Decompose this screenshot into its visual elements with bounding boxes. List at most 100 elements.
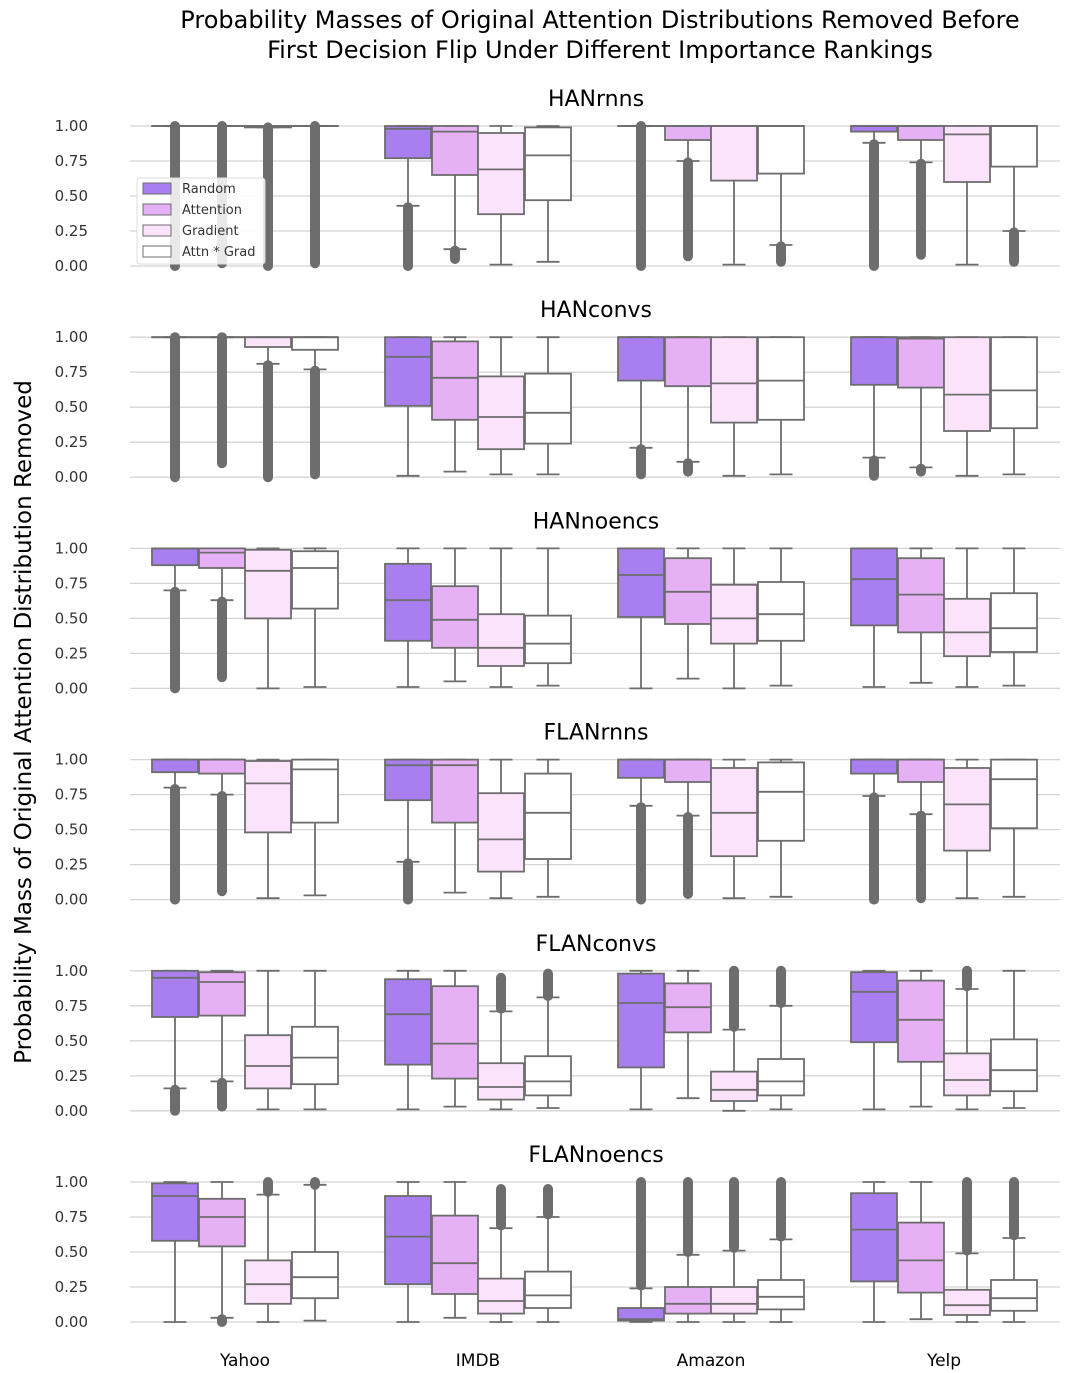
y-tick-label: 0.00 <box>55 891 88 909</box>
y-tick-label: 1.00 <box>55 539 88 557</box>
box-attention-amazon <box>664 758 712 899</box>
panels: HANrnns 0.00 0.25 0.50 0.75 1.00 HANconvs 0.00 0… <box>55 87 1060 1331</box>
box-random-yelp <box>850 547 898 688</box>
y-tick-label: 0.50 <box>55 609 88 627</box>
box-random-yahoo <box>151 1181 199 1323</box>
box-attention-yelp <box>897 969 945 1108</box>
box-random-yelp <box>850 125 898 271</box>
box-body <box>244 548 292 620</box>
box-gradient-amazon <box>710 336 758 477</box>
box-gradient-yelp <box>943 125 991 266</box>
box-attn-grad-amazon <box>757 1177 805 1323</box>
box-random-yahoo <box>151 547 199 694</box>
legend-swatch <box>142 245 172 258</box>
box-body <box>244 1034 292 1090</box>
box-body <box>897 125 945 141</box>
y-tick-label: 0.00 <box>55 679 88 697</box>
box-body <box>943 1052 991 1097</box>
box-body <box>151 758 199 774</box>
box-body <box>291 1251 339 1300</box>
box-attn-grad-amazon <box>757 336 805 476</box>
outlier-band <box>217 1077 227 1112</box>
panel-HANconvs: HANconvs 0.00 0.25 0.50 0.75 1.00 <box>55 298 1060 486</box>
outlier-band <box>636 1177 646 1291</box>
box-random-yahoo <box>151 332 199 483</box>
box-gradient-imdb <box>477 336 525 476</box>
box-attn-grad-amazon <box>757 965 805 1111</box>
box-gradient-yelp <box>943 758 991 900</box>
legend-swatch <box>142 182 172 195</box>
box-attention-yahoo <box>198 332 246 469</box>
y-tick-label: 1.00 <box>55 962 88 980</box>
box-body <box>477 613 525 667</box>
outlier-band <box>170 586 180 694</box>
outlier-band <box>636 444 646 480</box>
box-body <box>431 125 479 176</box>
box-attn-grad-yelp <box>990 1177 1038 1323</box>
panel-title: HANconvs <box>540 298 652 323</box>
outlier-band <box>170 332 180 483</box>
outlier-band <box>496 972 506 1014</box>
box-random-amazon <box>617 336 665 480</box>
box-attention-imdb <box>431 758 479 894</box>
box-body <box>291 550 339 610</box>
box-attention-yelp <box>897 1181 945 1321</box>
y-tick-label: 0.50 <box>55 1243 88 1261</box>
legend-swatch <box>142 203 172 216</box>
box-attention-yahoo <box>198 1181 246 1327</box>
box-body <box>431 585 479 649</box>
outlier-band <box>869 139 879 271</box>
y-tick-label: 0.25 <box>55 222 88 240</box>
legend-label: Random <box>182 182 236 197</box>
box-gradient-yelp <box>943 1177 991 1323</box>
box-body <box>477 132 525 216</box>
box-attention-imdb <box>431 969 479 1108</box>
box-gradient-yahoo <box>244 1177 292 1323</box>
box-gradient-yelp <box>943 336 991 477</box>
box-random-imdb <box>384 969 432 1111</box>
box-gradient-imdb <box>477 125 525 266</box>
legend: Random Attention Gradient Attn * Grad <box>136 177 266 265</box>
box-body <box>244 336 292 348</box>
box-body <box>664 1286 712 1315</box>
y-axis-label: Probability Mass of Original Attention D… <box>11 380 37 1064</box>
outlier-band <box>962 965 972 992</box>
y-tick-label: 0.75 <box>55 786 88 804</box>
box-attention-yelp <box>897 547 945 684</box>
y-tick-label: 0.75 <box>55 997 88 1015</box>
box-body <box>990 758 1038 830</box>
y-tick-label: 1.00 <box>55 751 88 769</box>
outlier-band <box>403 858 413 905</box>
chart-title-line-1: Probability Masses of Original Attention… <box>180 6 1019 34</box>
x-category-label: IMDB <box>456 1351 500 1371</box>
outlier-band <box>683 157 693 262</box>
y-tick-label: 0.50 <box>55 1032 88 1050</box>
y-tick-label: 0.50 <box>55 821 88 839</box>
outlier-band <box>1009 227 1019 267</box>
box-body <box>710 1286 758 1315</box>
box-random-amazon <box>617 758 665 905</box>
box-body <box>431 340 479 421</box>
outlier-band <box>170 784 180 905</box>
outlier-band <box>962 1177 972 1256</box>
box-attention-imdb <box>431 336 479 473</box>
box-body <box>524 772 572 860</box>
y-tick-label: 0.75 <box>55 152 88 170</box>
y-tick-label: 0.50 <box>55 398 88 416</box>
box-random-yahoo <box>151 758 199 905</box>
box-body <box>617 972 665 1069</box>
box-body <box>198 547 246 569</box>
outlier-band <box>636 802 646 905</box>
box-body <box>477 375 525 451</box>
box-body <box>524 126 572 202</box>
box-body <box>897 336 945 389</box>
box-body <box>617 758 665 779</box>
box-random-amazon <box>617 969 665 1111</box>
box-gradient-yelp <box>943 547 991 688</box>
outlier-band <box>869 792 879 905</box>
panel-title: FLANrnns <box>544 721 649 746</box>
box-body <box>664 336 712 388</box>
box-attention-yelp <box>897 125 945 260</box>
outlier-band <box>310 121 320 269</box>
